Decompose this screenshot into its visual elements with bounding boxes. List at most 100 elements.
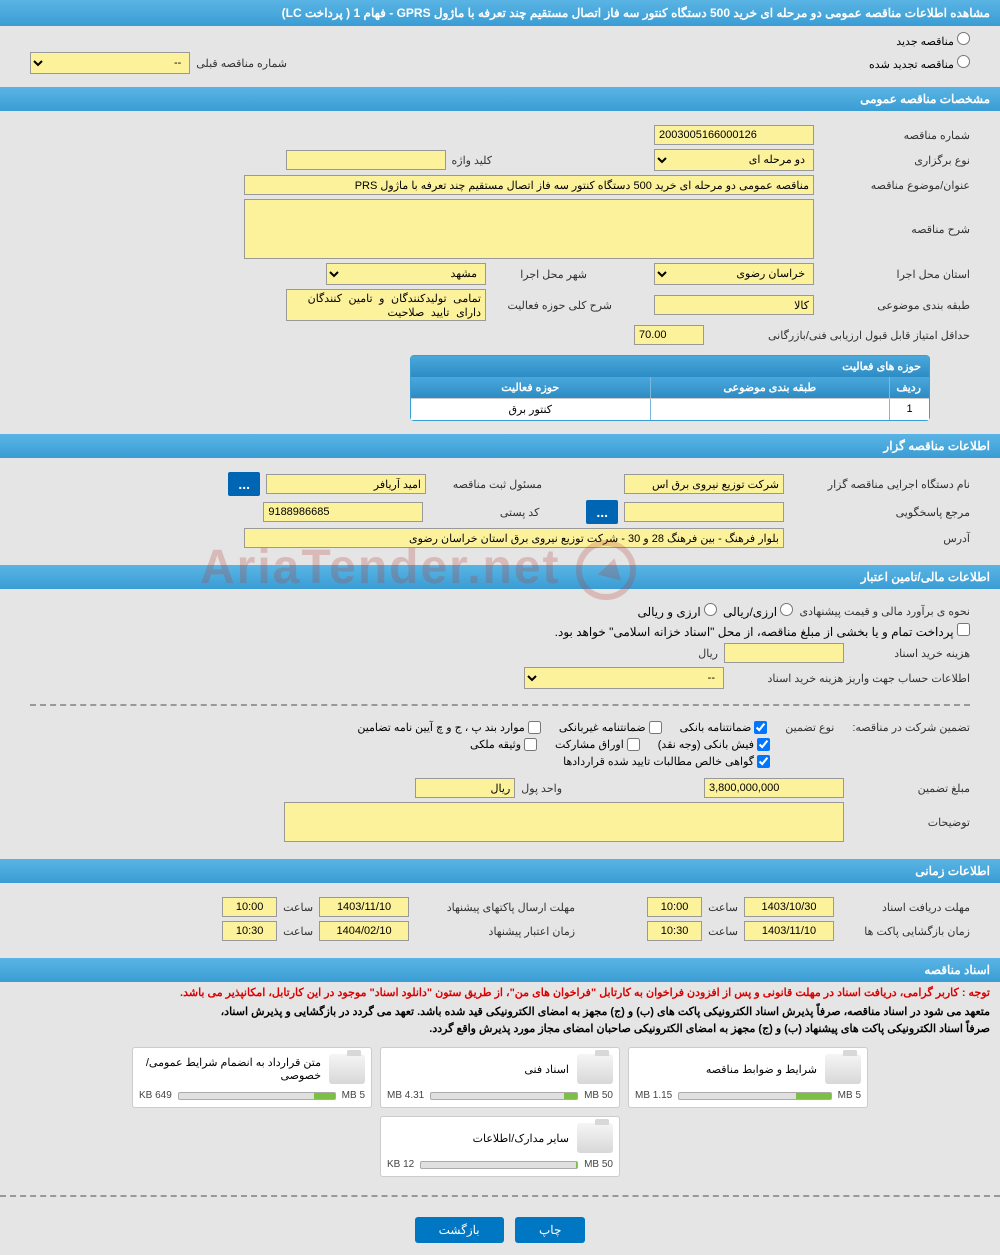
curr1-label: ارزی/ریالی [723,605,777,619]
doc-size: 649 KB [139,1090,172,1101]
row-cat [650,399,890,420]
cb-property-label: وثیقه ملکی [470,738,521,751]
radio-curr1[interactable] [780,603,793,616]
doccost-label: هزینه خرید اسناد [850,647,970,660]
unit-field[interactable] [415,778,515,798]
doccost-field[interactable] [724,643,844,663]
num-label: شماره مناقصه [820,129,970,142]
manager-field[interactable] [266,474,426,494]
doc-max: 50 MB [584,1159,613,1170]
cb-bank[interactable] [754,721,767,734]
cb-bonds-label: اوراق مشارکت [555,738,624,751]
docs-warning-1: توجه : کاربر گرامی، دریافت اسناد در مهلت… [0,982,1000,1003]
doc-title: متن قرارداد به انضمام شرایط عمومی/خصوصی [139,1056,321,1082]
open-date[interactable] [744,921,834,941]
contact-more-button[interactable]: ... [586,500,618,524]
org-field[interactable] [624,474,784,494]
subject-field[interactable] [244,175,814,195]
section-docs: اسناد مناقصه [0,958,1000,982]
valid-date[interactable] [319,921,409,941]
section-general: مشخصات مناقصه عمومی [0,87,1000,111]
valid-time[interactable] [222,921,277,941]
receive-date[interactable] [744,897,834,917]
keyword-label: کلید واژه [452,154,492,167]
province-select[interactable]: خراسان رضوی [654,263,814,285]
unit-label: واحد پول [521,782,562,795]
contact-field[interactable] [624,502,784,522]
desc-label: شرح مناقصه [820,223,970,236]
cb-nonbank-label: ضمانتنامه غیربانکی [559,721,646,734]
cb-treasury[interactable] [957,623,970,636]
acct-select[interactable]: -- [524,667,724,689]
doc-size: 4.31 MB [387,1090,424,1101]
addr-field[interactable] [244,528,784,548]
cb-items-label: موارد بند پ ، ج و چ آیین نامه تضامین [357,721,524,734]
doc-size: 1.15 MB [635,1090,672,1101]
page-title: مشاهده اطلاعات مناقصه عمومی دو مرحله ای … [0,0,1000,26]
cb-cash-label: فیش بانکی (وجه نقد) [658,738,754,751]
minscore-field[interactable] [634,325,704,345]
manager-more-button[interactable]: ... [228,472,260,496]
cb-property[interactable] [524,738,537,751]
category-field[interactable] [654,295,814,315]
num-field[interactable] [654,125,814,145]
province-label: استان محل اجرا [820,268,970,281]
keyword-field[interactable] [286,150,446,170]
postal-field[interactable] [263,502,423,522]
scope-field[interactable]: تمامی تولیدکنندگان و تامین کنندگان دارای… [286,289,486,321]
notes-field[interactable] [284,802,844,842]
curr2-label: ارزی و ریالی [637,605,700,619]
docs-grid: شرایط و ضوابط مناقصه 5 MB1.15 MB اسناد ف… [0,1037,1000,1187]
doc-card[interactable]: متن قرارداد به انضمام شرایط عمومی/خصوصی … [132,1047,372,1108]
doc-title: سایر مدارک/اطلاعات [387,1132,569,1145]
valid-label: زمان اعتبار پیشنهاد [415,925,575,938]
doc-size: 12 KB [387,1159,414,1170]
doc-max: 50 MB [584,1090,613,1101]
open-label: زمان بازگشایی پاکت ها [840,925,970,938]
doc-card[interactable]: شرایط و ضوابط مناقصه 5 MB1.15 MB [628,1047,868,1108]
radio-renewed[interactable] [957,55,970,68]
cb-cert[interactable] [757,755,770,768]
cb-cash[interactable] [757,738,770,751]
amount-label: مبلغ تضمین [850,782,970,795]
send-time[interactable] [222,897,277,917]
radio-curr2[interactable] [704,603,717,616]
doc-title: اسناد فنی [387,1063,569,1076]
send-date[interactable] [319,897,409,917]
section-financial: اطلاعات مالی/تامین اعتبار [0,565,1000,589]
open-time[interactable] [647,921,702,941]
section-timing: اطلاعات زمانی [0,859,1000,883]
city-select[interactable]: مشهد [326,263,486,285]
prev-num-label: شماره مناقصه قبلی [196,57,287,70]
amount-field[interactable] [704,778,844,798]
print-button[interactable]: چاپ [515,1217,585,1243]
cb-bank-label: ضمانتنامه بانکی [680,721,752,734]
manager-label: مسئول ثبت مناقصه [432,478,542,491]
row-scope: کنتور برق [411,399,650,420]
cb-nonbank[interactable] [649,721,662,734]
radio-new[interactable] [957,32,970,45]
cb-items[interactable] [528,721,541,734]
estimate-label: نحوه ی برآورد مالی و قیمت پیشنهادی [799,605,970,618]
type-select[interactable]: دو مرحله ای [654,149,814,171]
send-time-label: ساعت [283,901,313,914]
guarantee-type-label: نوع تضمین [785,721,834,734]
back-button[interactable]: بازگشت [415,1217,504,1243]
doc-card[interactable]: سایر مدارک/اطلاعات 50 MB 12 KB [380,1116,620,1177]
docs-warning-3: صرفاً اسناد الکترونیکی پاکت های پیشنهاد … [0,1020,1000,1037]
desc-field[interactable] [244,199,814,259]
guarantee-label: تضمین شرکت در مناقصه: [852,721,970,734]
row-num: 1 [889,399,929,420]
receive-time-label: ساعت [708,901,738,914]
postal-label: کد پستی [429,506,539,519]
doc-card[interactable]: اسناد فنی 50 MB 4.31 MB [380,1047,620,1108]
doc-title: شرایط و ضوابط مناقصه [635,1063,817,1076]
docs-warning-2: متعهد می شود در اسناد مناقصه، صرفاً پذیر… [0,1003,1000,1020]
activity-title: حوزه های فعالیت [842,360,921,373]
prev-num-select[interactable]: -- [30,52,190,74]
section-owner: اطلاعات مناقصه گزار [0,434,1000,458]
receive-label: مهلت دریافت اسناد [840,901,970,914]
receive-time[interactable] [647,897,702,917]
col-row: ردیف [889,377,929,398]
cb-bonds[interactable] [627,738,640,751]
